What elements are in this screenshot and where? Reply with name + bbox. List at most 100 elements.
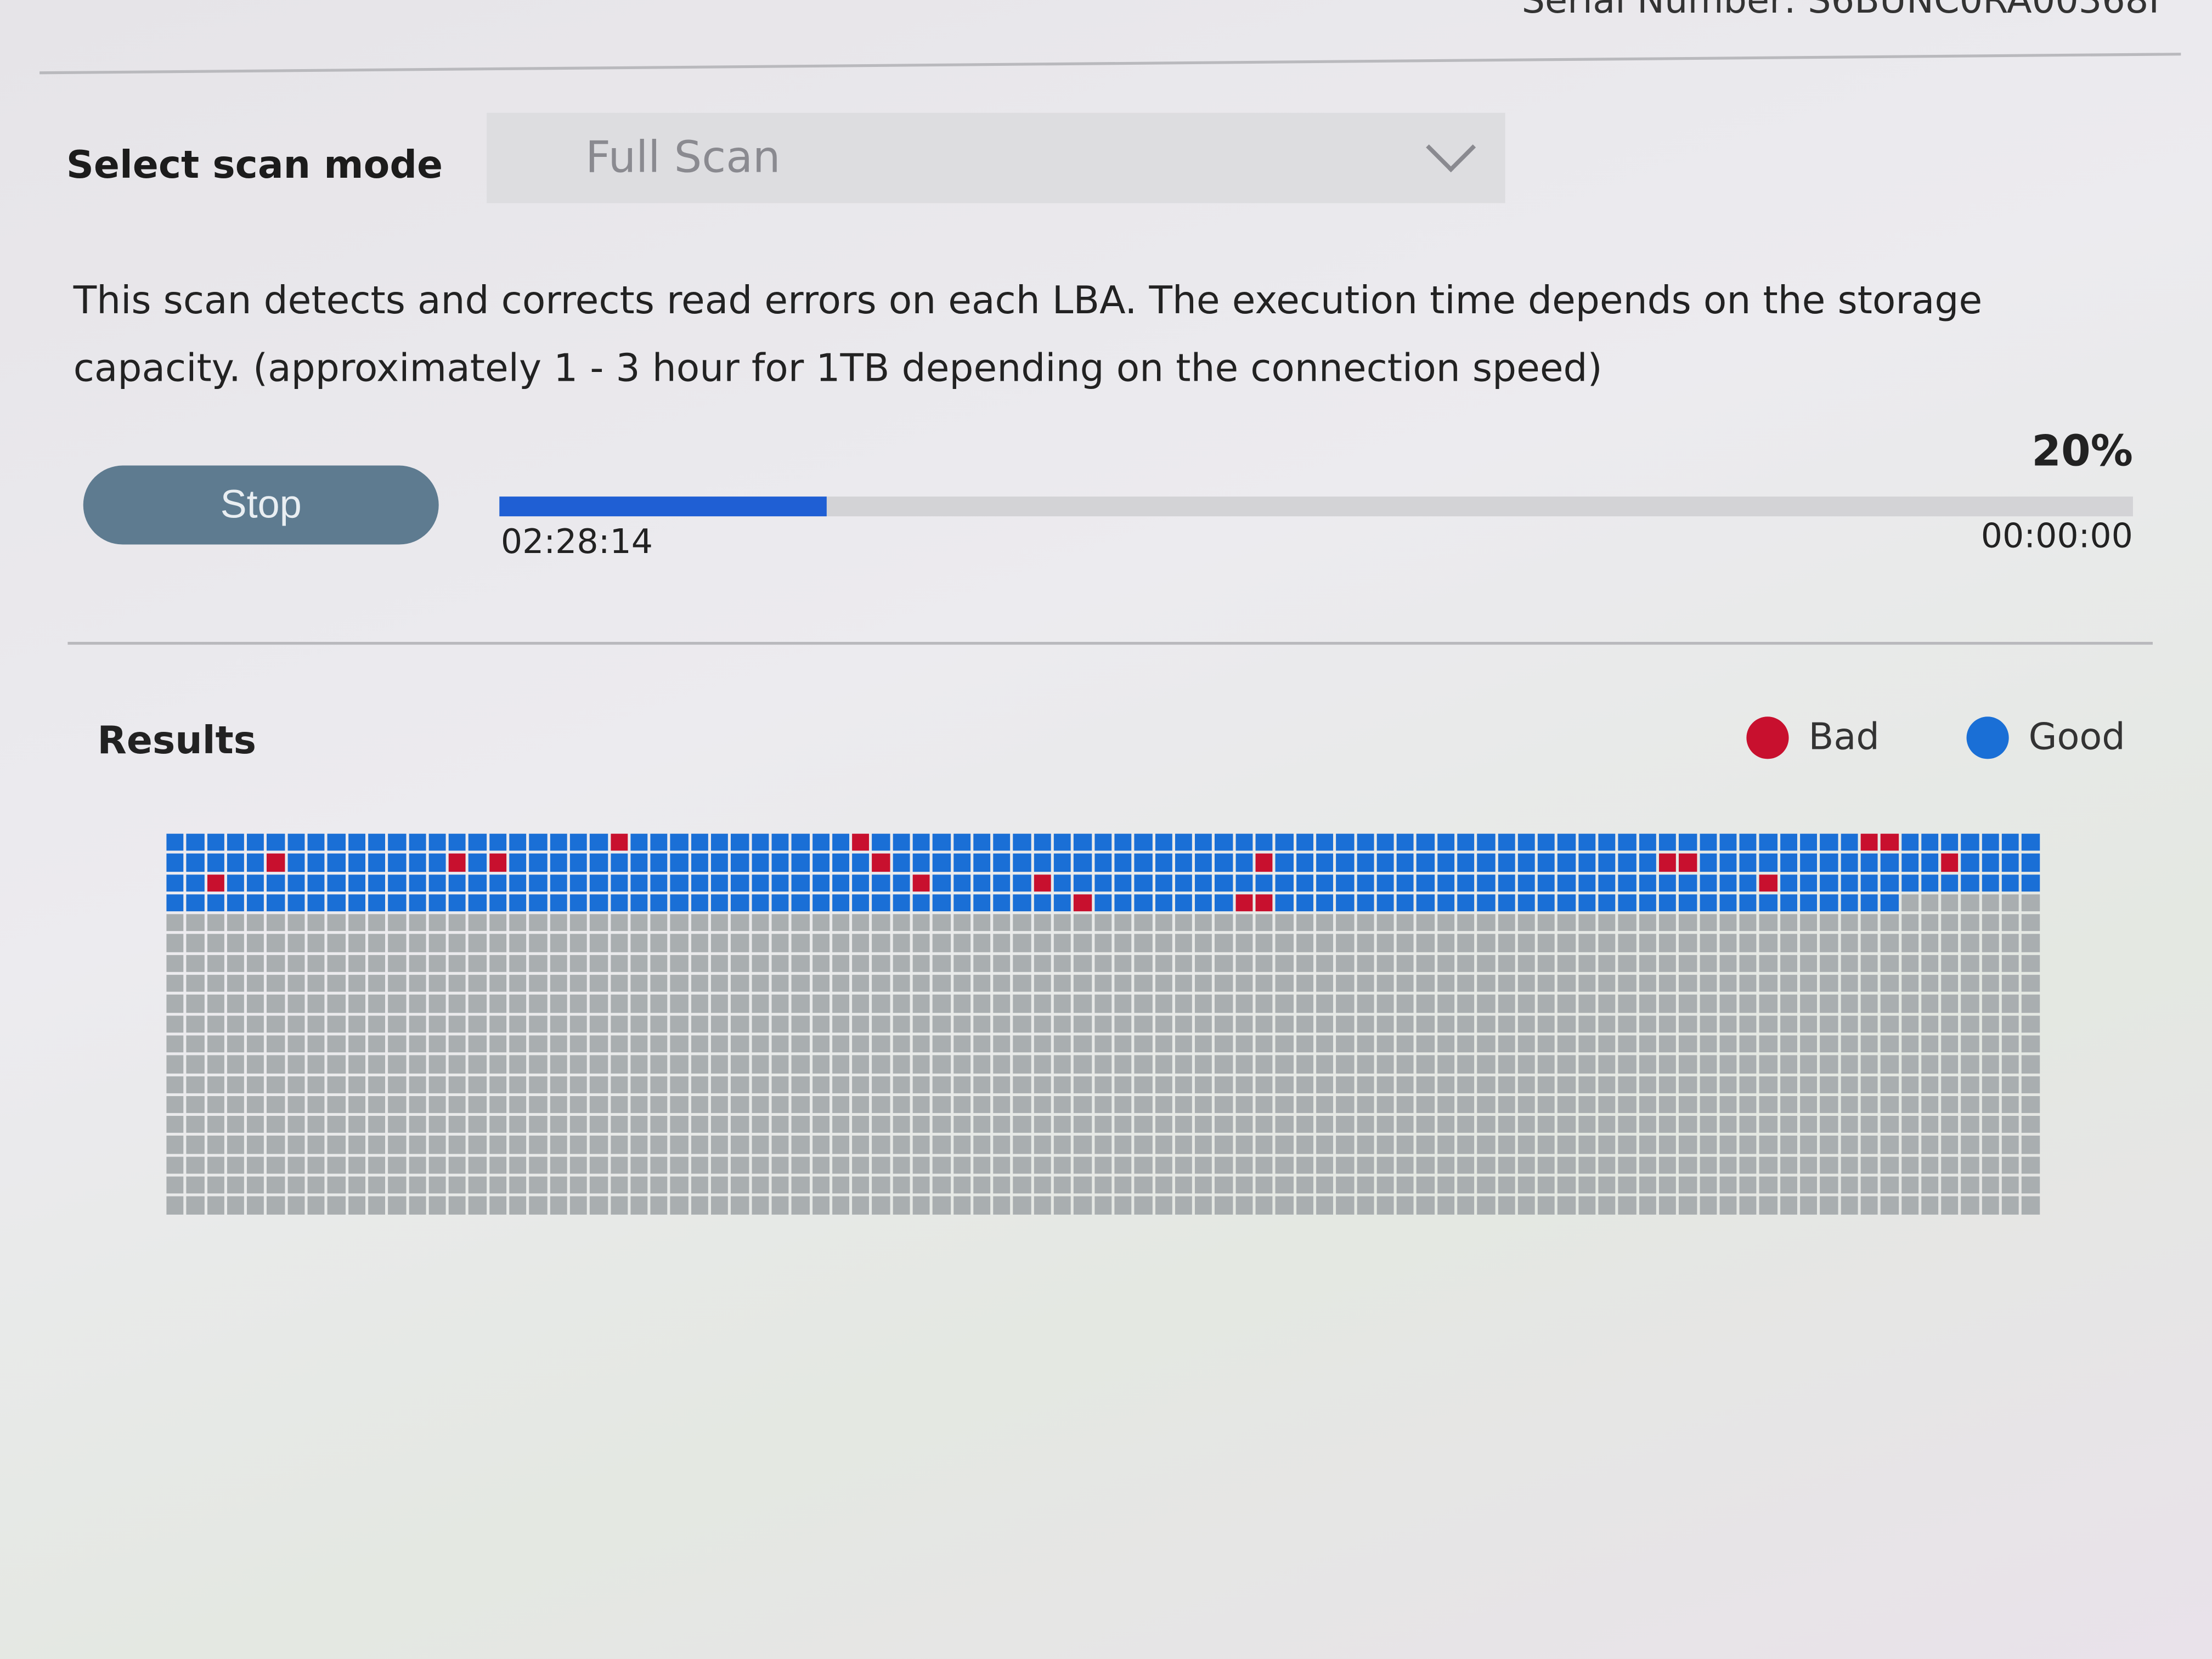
block-unscanned bbox=[1780, 1156, 1798, 1174]
block-unscanned bbox=[1881, 1136, 1898, 1154]
block-unscanned bbox=[2001, 1136, 2019, 1154]
block-bad bbox=[852, 833, 870, 851]
block-unscanned bbox=[1497, 1136, 1515, 1154]
block-unscanned bbox=[731, 1035, 749, 1053]
block-good bbox=[287, 894, 305, 912]
block-unscanned bbox=[1578, 1056, 1596, 1073]
block-unscanned bbox=[832, 1156, 850, 1174]
divider bbox=[40, 53, 2181, 75]
block-unscanned bbox=[1336, 995, 1354, 1013]
block-unscanned bbox=[590, 955, 608, 972]
block-unscanned bbox=[852, 955, 870, 972]
block-good bbox=[731, 874, 749, 891]
block-unscanned bbox=[1396, 1156, 1414, 1174]
block-good bbox=[1961, 874, 1979, 891]
block-good bbox=[1497, 874, 1515, 891]
block-unscanned bbox=[1578, 1176, 1596, 1194]
block-good bbox=[1336, 894, 1354, 912]
block-unscanned bbox=[287, 1056, 305, 1073]
block-unscanned bbox=[1941, 1015, 1959, 1033]
block-unscanned bbox=[1094, 1035, 1112, 1053]
block-unscanned bbox=[1296, 995, 1313, 1013]
block-unscanned bbox=[1154, 1116, 1172, 1133]
block-unscanned bbox=[1255, 1197, 1273, 1215]
block-unscanned bbox=[792, 1136, 809, 1154]
block-unscanned bbox=[1215, 1075, 1233, 1093]
block-unscanned bbox=[1336, 955, 1354, 972]
block-good bbox=[1276, 854, 1294, 872]
block-unscanned bbox=[1396, 1056, 1414, 1073]
block-unscanned bbox=[1517, 995, 1536, 1013]
block-good bbox=[1759, 894, 1778, 912]
block-unscanned bbox=[1780, 975, 1798, 992]
block-unscanned bbox=[1074, 995, 1092, 1013]
block-unscanned bbox=[771, 934, 789, 952]
block-unscanned bbox=[1921, 1015, 1939, 1033]
block-unscanned bbox=[691, 995, 708, 1013]
block-unscanned bbox=[1396, 1075, 1414, 1093]
block-unscanned bbox=[227, 1096, 245, 1114]
block-unscanned bbox=[1921, 1096, 1939, 1114]
block-unscanned bbox=[1013, 1176, 1031, 1194]
block-good bbox=[388, 874, 406, 891]
block-unscanned bbox=[1376, 1116, 1394, 1133]
scan-mode-dropdown[interactable]: Full Scan bbox=[487, 112, 1505, 204]
block-unscanned bbox=[1840, 934, 1858, 952]
block-unscanned bbox=[1639, 1156, 1656, 1174]
block-good bbox=[691, 854, 708, 872]
block-unscanned bbox=[449, 934, 466, 952]
block-good bbox=[1679, 833, 1697, 851]
block-unscanned bbox=[549, 934, 567, 952]
block-unscanned bbox=[1820, 975, 1838, 992]
block-unscanned bbox=[1175, 975, 1193, 992]
block-unscanned bbox=[509, 1056, 527, 1073]
block-unscanned bbox=[1053, 955, 1071, 972]
block-unscanned bbox=[1901, 1156, 1918, 1174]
block-unscanned bbox=[1114, 914, 1132, 932]
block-unscanned bbox=[1296, 914, 1313, 932]
block-unscanned bbox=[247, 1056, 265, 1073]
block-unscanned bbox=[1699, 1156, 1717, 1174]
block-unscanned bbox=[610, 1197, 628, 1215]
block-unscanned bbox=[1437, 1156, 1455, 1174]
block-good bbox=[328, 894, 346, 912]
block-unscanned bbox=[1195, 1096, 1212, 1114]
block-unscanned bbox=[287, 1116, 305, 1133]
block-good bbox=[691, 833, 708, 851]
block-unscanned bbox=[1780, 1056, 1798, 1073]
block-unscanned bbox=[630, 995, 648, 1013]
block-unscanned bbox=[1739, 1136, 1757, 1154]
block-unscanned bbox=[328, 1156, 346, 1174]
block-unscanned bbox=[1598, 1075, 1616, 1093]
block-unscanned bbox=[307, 914, 325, 932]
block-good bbox=[328, 833, 346, 851]
block-unscanned bbox=[1114, 1197, 1132, 1215]
block-unscanned bbox=[1961, 1156, 1979, 1174]
block-unscanned bbox=[832, 914, 850, 932]
block-unscanned bbox=[1800, 975, 1818, 992]
block-unscanned bbox=[328, 1015, 346, 1033]
block-unscanned bbox=[1114, 1176, 1132, 1194]
block-unscanned bbox=[2001, 894, 2019, 912]
block-good bbox=[1094, 894, 1112, 912]
block-good bbox=[247, 833, 265, 851]
block-unscanned bbox=[1820, 1176, 1838, 1194]
block-unscanned bbox=[1618, 1176, 1636, 1194]
block-unscanned bbox=[388, 1015, 406, 1033]
block-unscanned bbox=[1679, 1156, 1697, 1174]
block-unscanned bbox=[912, 1136, 930, 1154]
stop-button[interactable]: Stop bbox=[83, 465, 439, 545]
block-unscanned bbox=[1901, 1116, 1918, 1133]
block-unscanned bbox=[1356, 1056, 1374, 1073]
block-unscanned bbox=[1759, 995, 1778, 1013]
block-unscanned bbox=[529, 1116, 547, 1133]
block-unscanned bbox=[1376, 1176, 1394, 1194]
block-unscanned bbox=[348, 1096, 365, 1114]
block-unscanned bbox=[348, 1116, 365, 1133]
block-unscanned bbox=[1780, 1116, 1798, 1133]
block-unscanned bbox=[1074, 1197, 1092, 1215]
block-unscanned bbox=[1679, 955, 1697, 972]
block-unscanned bbox=[792, 955, 809, 972]
block-unscanned bbox=[1982, 955, 1999, 972]
block-good bbox=[307, 854, 325, 872]
